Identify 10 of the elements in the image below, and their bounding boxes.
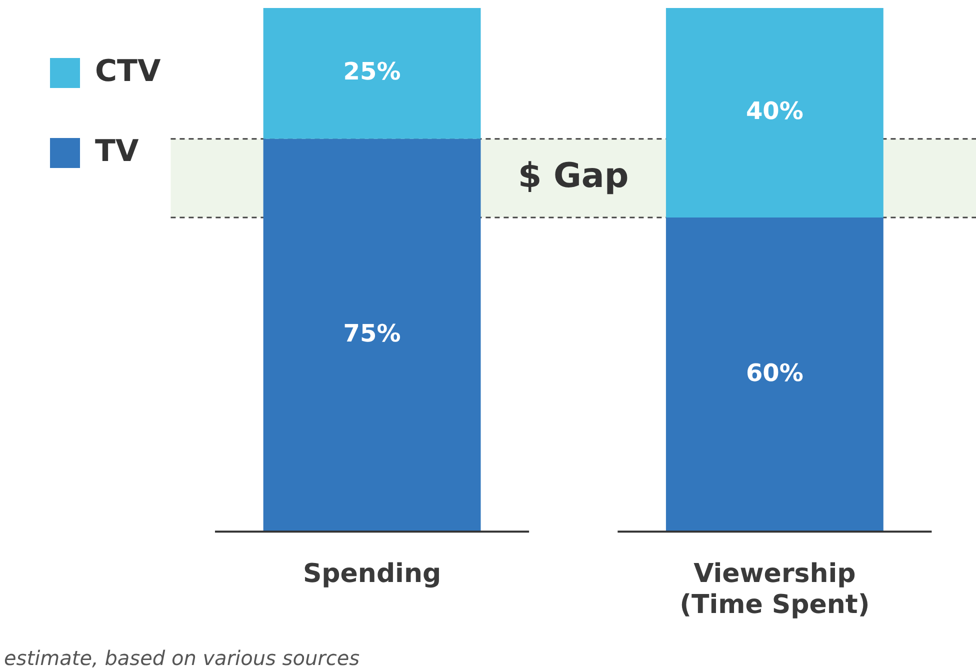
- data-label: 60%: [746, 358, 804, 387]
- x-tick-label: Viewership (Time Spent): [680, 558, 870, 620]
- legend-label: CTV: [95, 54, 162, 89]
- data-label: 40%: [746, 96, 804, 125]
- data-label: 75%: [343, 319, 401, 348]
- text: estimate, based on various sources: [4, 646, 360, 670]
- x-tick-label: Spending: [302, 558, 442, 589]
- data-label: 25%: [343, 58, 401, 86]
- band-label: $ Gap: [518, 156, 629, 196]
- legend-label: TV: [95, 134, 140, 169]
